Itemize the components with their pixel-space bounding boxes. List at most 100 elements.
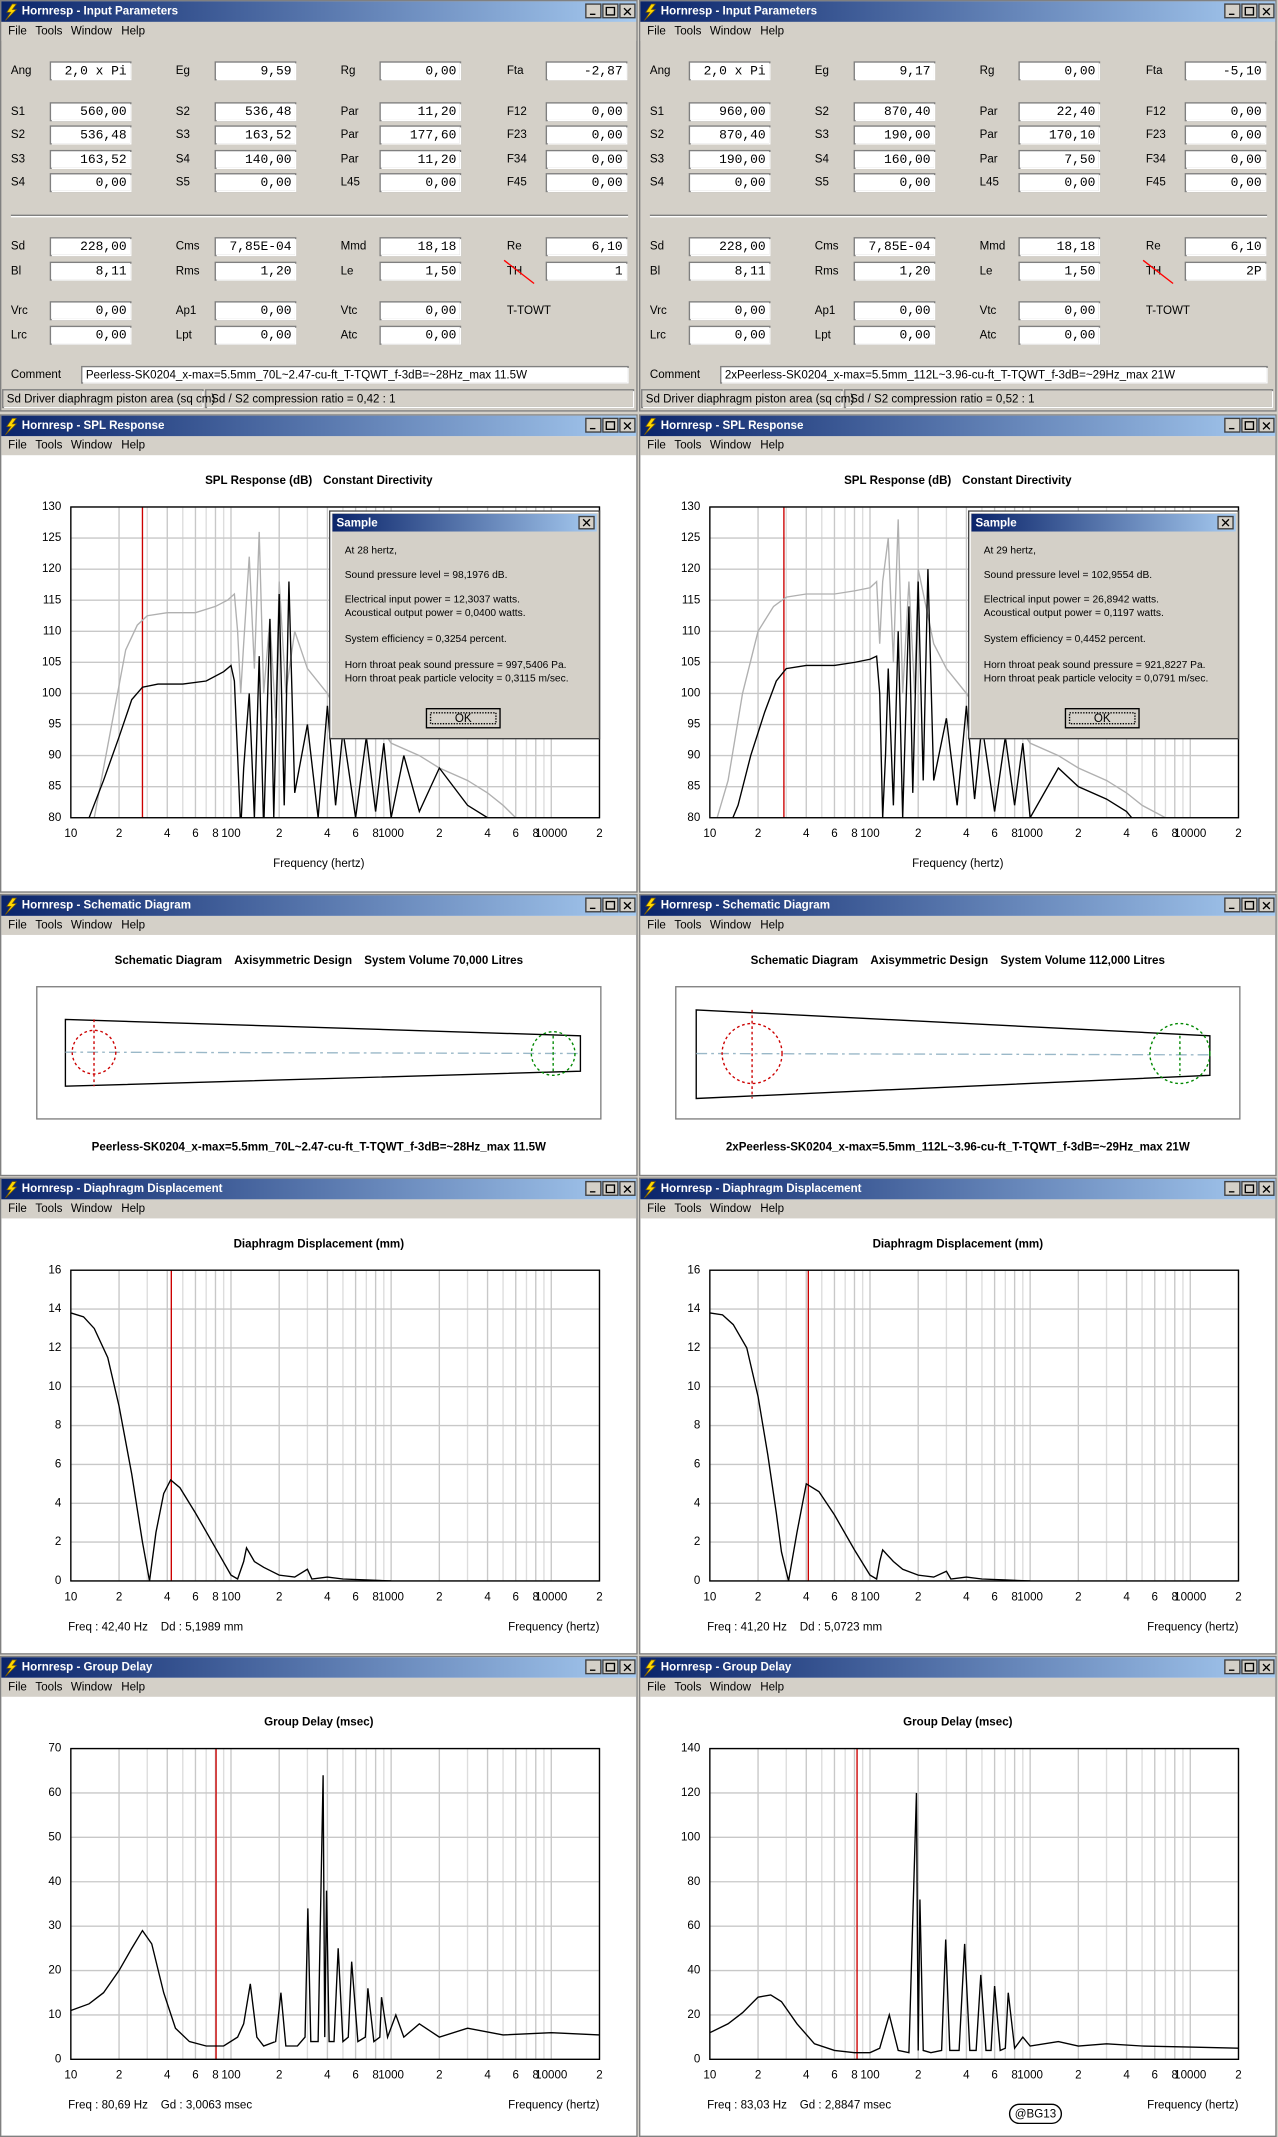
menu-item[interactable]: Window [710,440,752,452]
menu-item[interactable]: Tools [35,440,62,452]
field-value[interactable]: 870,40 [719,127,766,142]
comment-value[interactable]: 2xPeerless-SK0204_x-max=5.5mm_112L~3.96-… [725,370,1175,382]
field-value[interactable]: 0,00 [261,328,292,343]
field-value[interactable]: 7,50 [1064,152,1095,167]
menu-item[interactable]: Help [760,1203,784,1215]
menu-item[interactable]: File [647,1203,666,1215]
field-value[interactable]: 7,85E-04 [229,239,291,254]
menu-item[interactable]: File [647,1681,666,1693]
field-value[interactable]: 0,00 [425,63,456,78]
menu-item[interactable]: Help [760,919,784,931]
field-value[interactable]: 177,60 [410,127,457,142]
field-value[interactable]: 163,52 [80,152,127,167]
field-value[interactable]: 0,00 [592,175,623,190]
menu-item[interactable]: Help [121,919,145,931]
window-button[interactable] [1224,1659,1241,1675]
field-value[interactable]: 8,11 [735,264,766,279]
window-button[interactable] [585,897,602,913]
field-value[interactable]: 0,00 [261,175,292,190]
field-value[interactable]: 0,00 [735,303,766,318]
field-value[interactable]: 11,20 [418,152,457,167]
menu-item[interactable]: File [8,25,27,37]
field-value[interactable]: 6,10 [1231,239,1262,254]
field-value[interactable]: 18,18 [418,239,457,254]
menu-item[interactable]: Window [710,919,752,931]
field-value[interactable]: 0,00 [735,328,766,343]
menu-item[interactable]: Window [71,440,113,452]
window-button[interactable] [585,1659,602,1675]
menu-item[interactable]: Window [710,25,752,37]
field-value[interactable]: 0,00 [1231,104,1262,119]
field-value[interactable]: 0,00 [425,303,456,318]
menu-item[interactable]: Tools [674,440,701,452]
field-value[interactable]: 1,50 [1064,264,1095,279]
field-value[interactable]: 0,00 [592,152,623,167]
menu-item[interactable]: Tools [35,1681,62,1693]
menu-item[interactable]: Window [71,1203,113,1215]
field-value[interactable]: 536,48 [245,104,292,119]
field-value[interactable]: 1 [615,264,623,279]
field-value[interactable]: 0,00 [96,175,127,190]
field-value[interactable]: 160,00 [884,152,931,167]
menu-item[interactable]: Help [760,25,784,37]
menu-item[interactable]: Help [121,1203,145,1215]
menu-item[interactable]: Tools [674,919,701,931]
menu-item[interactable]: Tools [674,1681,701,1693]
comment-value[interactable]: Peerless-SK0204_x-max=5.5mm_70L~2.47-cu-… [86,370,527,382]
menu-item[interactable]: Help [760,1681,784,1693]
field-value[interactable]: 0,00 [1231,175,1262,190]
field-value[interactable]: 6,10 [592,239,623,254]
field-value[interactable]: 0,00 [1064,328,1095,343]
field-value[interactable]: 0,00 [1064,175,1095,190]
field-value[interactable]: 1,50 [425,264,456,279]
menu-item[interactable]: File [8,440,27,452]
menu-item[interactable]: Help [121,1681,145,1693]
menu-item[interactable]: Window [71,919,113,931]
field-value[interactable]: 190,00 [884,127,931,142]
field-value[interactable]: 163,52 [245,127,292,142]
field-value[interactable]: 0,00 [900,303,931,318]
menu-item[interactable]: Window [71,25,113,37]
window-button[interactable] [1241,417,1258,433]
window-button[interactable] [585,417,602,433]
field-value[interactable]: 0,00 [425,175,456,190]
menu-item[interactable]: Tools [35,1203,62,1215]
menu-item[interactable]: Tools [35,919,62,931]
field-value[interactable]: 0,00 [592,127,623,142]
menu-item[interactable]: File [8,1203,27,1215]
window-button[interactable] [602,417,619,433]
field-value[interactable]: 2,0 x Pi [704,63,766,78]
menu-item[interactable]: Tools [35,25,62,37]
field-value[interactable]: -2,87 [584,63,623,78]
field-value[interactable]: 1,20 [900,264,931,279]
field-value[interactable]: 228,00 [719,239,766,254]
field-value[interactable]: 0,00 [900,328,931,343]
field-value[interactable]: 0,00 [261,303,292,318]
field-value[interactable]: 0,00 [96,328,127,343]
ok-label[interactable]: OK [455,713,472,725]
field-value[interactable]: 11,20 [418,104,457,119]
field-value[interactable]: 0,00 [735,175,766,190]
field-value[interactable]: 0,00 [1064,63,1095,78]
field-value[interactable]: 22,40 [1057,104,1096,119]
field-value[interactable]: 228,00 [80,239,127,254]
menu-item[interactable]: File [647,25,666,37]
field-value[interactable]: 560,00 [80,104,127,119]
window-button[interactable] [1224,1180,1241,1196]
menu-item[interactable]: Help [121,25,145,37]
field-value[interactable]: 960,00 [719,104,766,119]
field-value[interactable]: 2,0 x Pi [65,63,127,78]
field-value[interactable]: 870,40 [884,104,931,119]
field-value[interactable]: 0,00 [425,328,456,343]
window-button[interactable] [585,3,602,19]
field-value[interactable]: 8,11 [96,264,127,279]
menu-item[interactable]: Window [710,1681,752,1693]
window-button[interactable] [1224,897,1241,913]
menu-item[interactable]: Help [121,440,145,452]
menu-item[interactable]: Tools [674,25,701,37]
field-value[interactable]: 9,17 [900,63,931,78]
field-value[interactable]: 536,48 [80,127,127,142]
ok-label[interactable]: OK [1094,713,1111,725]
field-value[interactable]: 7,85E-04 [868,239,930,254]
menu-item[interactable]: Window [71,1681,113,1693]
